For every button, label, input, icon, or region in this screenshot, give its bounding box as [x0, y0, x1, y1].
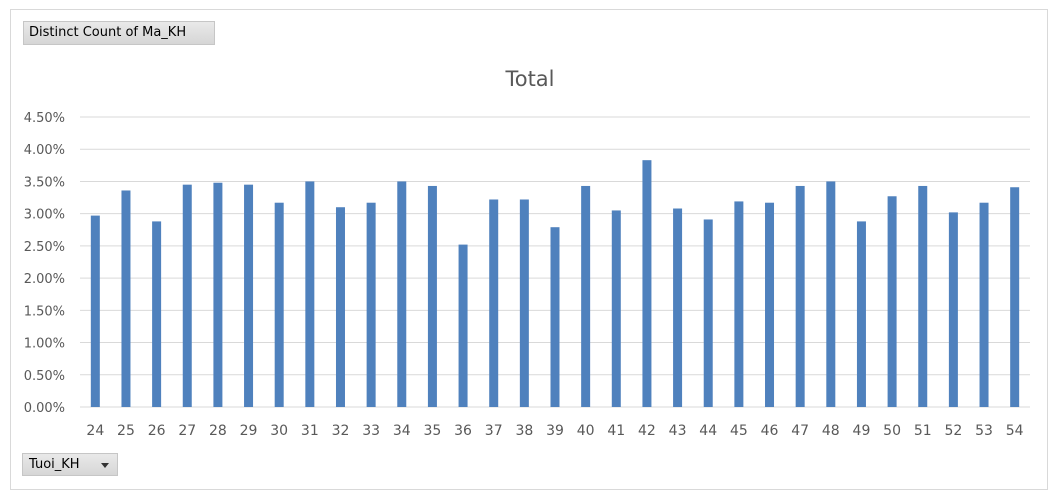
bar[interactable] [887, 196, 897, 407]
x-tick-label: 52 [944, 423, 962, 439]
x-tick-label: 28 [209, 423, 227, 439]
value-field-button[interactable]: Distinct Count of Ma_KH [23, 21, 215, 45]
x-tick-label: 36 [454, 423, 472, 439]
y-tick-label: 4.00% [24, 143, 65, 158]
y-axis-tick-labels: 0.00% 0.50% 1.00% 1.50% 2.00% 2.50% 3.00% 3.50%… [24, 111, 65, 416]
bar[interactable] [581, 185, 591, 407]
y-tick-label: 3.00% [24, 208, 65, 223]
x-tick-label: 46 [761, 423, 779, 439]
x-tick-label: 48 [822, 423, 840, 439]
bar[interactable] [795, 185, 805, 407]
y-tick-label: 3.50% [24, 175, 65, 190]
bar[interactable] [856, 221, 866, 407]
bars [90, 160, 1020, 407]
bar[interactable] [121, 190, 131, 407]
bar[interactable] [397, 181, 407, 407]
x-tick-label: 49 [853, 423, 871, 439]
bar[interactable] [703, 219, 713, 407]
bar[interactable] [90, 215, 100, 407]
bar[interactable] [427, 185, 437, 407]
bar[interactable] [673, 208, 683, 407]
x-tick-label: 50 [883, 423, 901, 439]
bar[interactable] [765, 202, 775, 407]
x-tick-label: 40 [577, 423, 595, 439]
bar[interactable] [182, 184, 192, 407]
x-tick-label: 31 [301, 423, 319, 439]
bar[interactable] [152, 221, 162, 407]
x-tick-label: 33 [362, 423, 380, 439]
bar[interactable] [550, 227, 560, 407]
bar[interactable] [366, 202, 376, 407]
bar[interactable] [918, 185, 928, 407]
x-tick-label: 26 [148, 423, 166, 439]
bar[interactable] [948, 212, 958, 407]
bar[interactable] [244, 184, 254, 407]
bar[interactable] [519, 199, 529, 407]
x-tick-label: 44 [699, 423, 717, 439]
x-tick-label: 38 [515, 423, 533, 439]
bar[interactable] [458, 244, 468, 407]
y-tick-label: 1.00% [24, 337, 65, 352]
dropdown-arrow-icon[interactable] [101, 463, 109, 468]
chart-title: Total [504, 67, 554, 91]
bar[interactable] [335, 207, 345, 407]
x-tick-label: 32 [332, 423, 350, 439]
y-tick-label: 2.00% [24, 272, 65, 287]
axis-field-button[interactable]: Tuoi_KH [22, 453, 118, 476]
x-tick-label: 54 [1006, 423, 1024, 439]
bar[interactable] [611, 210, 621, 407]
x-tick-label: 24 [86, 423, 104, 439]
y-tick-label: 2.50% [24, 240, 65, 255]
x-tick-label: 53 [975, 423, 993, 439]
x-tick-label: 39 [546, 423, 564, 439]
x-tick-label: 30 [270, 423, 288, 439]
x-tick-label: 35 [424, 423, 442, 439]
bar[interactable] [213, 182, 223, 407]
x-tick-label: 29 [240, 423, 258, 439]
y-tick-label: 0.00% [24, 401, 65, 416]
bar[interactable] [305, 181, 315, 407]
x-tick-label: 51 [914, 423, 932, 439]
x-tick-label: 47 [791, 423, 809, 439]
x-tick-label: 43 [669, 423, 687, 439]
y-tick-label: 1.50% [24, 304, 65, 319]
bar[interactable] [734, 201, 744, 407]
y-tick-label: 4.50% [24, 111, 65, 126]
x-tick-label: 41 [607, 423, 625, 439]
bar[interactable] [979, 202, 989, 407]
x-axis-tick-labels: 24 25 26 27 28 29 30 31 32 33 34 35 36 37 38 39 40 41 42 43… [86, 423, 1023, 439]
bar[interactable] [274, 202, 284, 407]
bar[interactable] [826, 181, 836, 407]
bar[interactable] [642, 160, 652, 407]
x-tick-label: 34 [393, 423, 411, 439]
x-tick-label: 37 [485, 423, 503, 439]
x-tick-label: 25 [117, 423, 135, 439]
x-tick-label: 45 [730, 423, 748, 439]
y-tick-label: 0.50% [24, 369, 65, 384]
bar[interactable] [489, 199, 499, 407]
x-tick-label: 27 [178, 423, 196, 439]
bar[interactable] [1010, 187, 1020, 407]
axis-field-label: Tuoi_KH [29, 457, 80, 472]
gridlines [80, 116, 1030, 408]
x-tick-label: 42 [638, 423, 656, 439]
